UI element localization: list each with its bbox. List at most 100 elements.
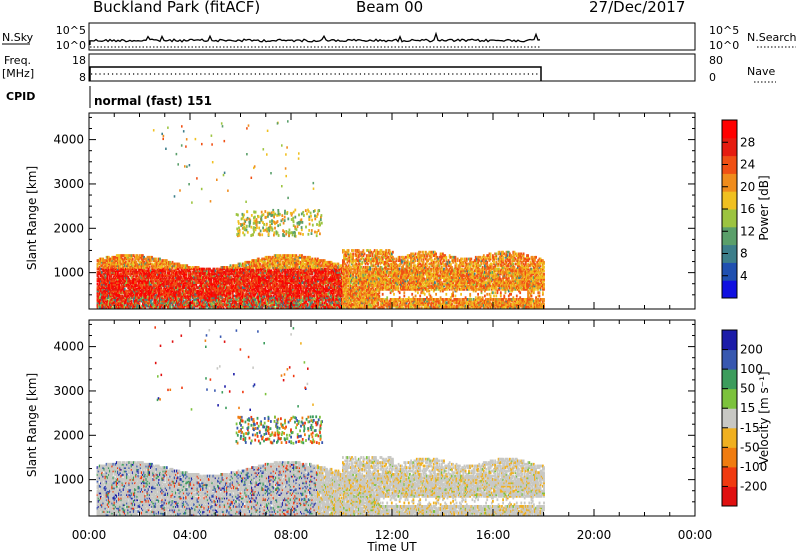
heatmap-cell [107,299,110,303]
heatmap-cell [143,281,145,284]
heatmap-cell [115,254,118,257]
heatmap-cell [215,296,218,300]
heatmap-cell [127,264,130,268]
heatmap-cell [205,279,208,283]
heatmap-cell [127,306,130,310]
heatmap-cell [209,303,211,306]
heatmap-cell [195,301,198,305]
heatmap-cell [98,269,101,273]
freq-panel: Freq. [MHz] 18 8 80 0 Nave [2,53,776,84]
heatmap-cell [205,298,208,301]
heatmap-cell [188,284,191,288]
heatmap-cell [112,298,115,301]
heatmap-cell [98,291,101,295]
heatmap-cell [182,296,185,300]
heatmap-cell [97,289,100,293]
heatmap-cell [112,277,115,281]
heatmap-cell [115,257,118,261]
heatmap-cell [113,266,116,269]
heatmap-cell [201,294,203,298]
heatmap-cell [139,271,142,274]
heatmap-cell [212,271,215,274]
heatmap-cell [153,277,156,281]
heatmap-cell [142,262,144,266]
heatmap-cell [182,286,185,289]
heatmap-cell [229,292,232,296]
heatmap-cell [128,259,131,262]
heatmap-cell [172,301,175,305]
heatmap-cell [112,294,115,298]
heatmap-cell [206,271,209,274]
heatmap-cell [121,267,124,271]
heatmap-cell [223,266,226,269]
heatmap-cell [202,276,204,279]
heatmap-cell [121,296,124,300]
heatmap-cell [110,274,112,278]
heatmap-cell [138,272,141,276]
heatmap-cell [210,274,212,278]
heatmap-cell [115,269,118,273]
heatmap-cell [175,266,177,269]
heatmap-cell [196,292,199,296]
heatmap-cell [106,279,109,283]
heatmap-cell [101,282,103,286]
heatmap-cell [143,282,145,286]
heatmap-cell [106,287,109,291]
heatmap-cell [111,292,114,296]
heatmap-cell [175,271,177,274]
heatmap-cell [114,289,117,293]
heatmap-cell [187,301,190,305]
heatmap-cell [148,287,151,291]
heatmap-cell [185,272,187,276]
heatmap-cell [223,272,226,276]
heatmap-cell [218,287,220,291]
heatmap-cell [198,277,201,281]
heatmap-cell [138,303,141,306]
heatmap-cell [192,281,194,284]
heatmap-cell [236,286,239,289]
heatmap-cell [226,282,228,286]
heatmap-cell [148,259,151,262]
heatmap-cell [143,279,145,283]
heatmap-cell [204,284,207,288]
heatmap-cell [140,262,143,266]
heatmap-cell [181,269,184,273]
heatmap-cell [161,303,164,306]
heatmap-cell [100,259,102,262]
heatmap-cell [130,264,133,268]
heatmap-cell [156,262,159,266]
heatmap-cell [140,279,143,283]
heatmap-cell [212,281,215,284]
heatmap-cell [162,304,165,308]
heatmap-cell [157,286,160,289]
heatmap-cell [194,276,197,279]
heatmap-cell [228,286,231,289]
heatmap-cell [98,287,101,291]
heatmap-cell [196,276,199,279]
heatmap-cell [112,272,115,276]
heatmap-cell [206,296,209,300]
heatmap-cell [159,298,161,301]
heatmap-cell [179,301,182,305]
heatmap-cell [163,301,166,305]
heatmap-cell [161,260,164,264]
heatmap-cell [114,286,117,289]
heatmap-cell [103,279,106,283]
heatmap-cell [118,296,120,300]
heatmap-cell [138,298,141,301]
heatmap-cell [111,286,114,289]
heatmap-cell [227,276,229,279]
heatmap-cell [140,292,143,296]
heatmap-cell [150,274,152,278]
heatmap-cell [109,276,111,279]
heatmap-cell [176,266,178,269]
heatmap-cell [167,296,169,300]
heatmap-cell [134,260,136,264]
heatmap-cell [186,266,189,269]
heatmap-cell [138,292,141,296]
heatmap-cell [219,287,222,291]
heatmap-cell [231,303,234,306]
heatmap-cell [164,299,167,303]
heatmap-cell [181,306,184,310]
heatmap-cell [194,271,197,274]
